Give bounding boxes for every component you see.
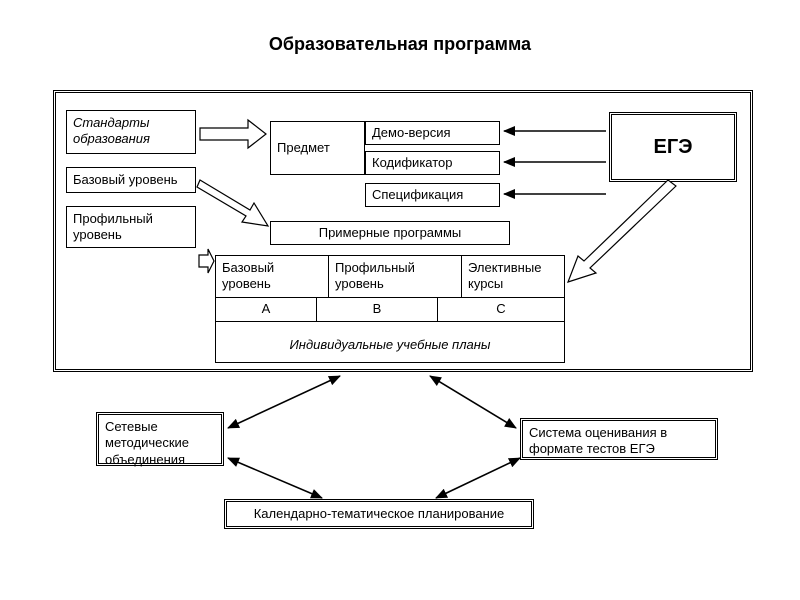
demo-label: Демо-версия (372, 125, 451, 141)
demo-box: Демо-версия (365, 121, 500, 145)
sample-programs-label: Примерные программы (319, 225, 462, 241)
ege-box: ЕГЭ (609, 112, 737, 182)
col-val-c: С (438, 298, 564, 322)
spec-label: Спецификация (372, 187, 463, 203)
arrow-assessment-calendar (436, 458, 520, 498)
standards-profile: Профильный уровень (66, 206, 196, 248)
standards-header: Стандарты образования (66, 110, 196, 154)
codifier-box: Кодификатор (365, 151, 500, 175)
arrow-table-network (228, 376, 340, 428)
col-header-profile-label: Профильный уровень (335, 260, 415, 291)
table-footer-label: Индивидуальные учебные планы (289, 337, 490, 353)
levels-table: Базовый уровень Профильный уровень Элект… (215, 255, 565, 363)
standards-header-label: Стандарты образования (73, 115, 150, 146)
calendar-label: Календарно-тематическое планирование (254, 506, 505, 522)
codifier-label: Кодификатор (372, 155, 453, 171)
col-header-elective: Элективные курсы (462, 256, 564, 298)
col-val-a: А (216, 298, 317, 322)
col-val-c-label: С (496, 301, 505, 317)
col-header-profile: Профильный уровень (329, 256, 462, 298)
calendar-box: Календарно-тематическое планирование (224, 499, 534, 529)
arrow-network-calendar (228, 458, 322, 498)
col-val-b: В (317, 298, 438, 322)
standards-base-label: Базовый уровень (73, 172, 178, 188)
assessment-box: Система оценивания в формате тестов ЕГЭ (520, 418, 718, 460)
ege-label: ЕГЭ (654, 136, 693, 159)
arrow-table-assessment (430, 376, 516, 428)
col-header-elective-label: Элективные курсы (468, 260, 541, 291)
subject-label: Предмет (277, 140, 330, 156)
sample-programs-box: Примерные программы (270, 221, 510, 245)
assessment-label: Система оценивания в формате тестов ЕГЭ (529, 425, 667, 456)
standards-base: Базовый уровень (66, 167, 196, 193)
subject-box: Предмет (270, 121, 365, 175)
col-header-base: Базовый уровень (216, 256, 329, 298)
page-title: Образовательная программа (0, 34, 800, 55)
network-assoc-label: Сетевые методические объединения (105, 419, 189, 467)
table-footer: Индивидуальные учебные планы (216, 322, 564, 368)
standards-profile-label: Профильный уровень (73, 211, 153, 242)
network-assoc-box: Сетевые методические объединения (96, 412, 224, 466)
col-val-a-label: А (262, 301, 271, 317)
col-header-base-label: Базовый уровень (222, 260, 274, 291)
col-val-b-label: В (373, 301, 382, 317)
spec-box: Спецификация (365, 183, 500, 207)
